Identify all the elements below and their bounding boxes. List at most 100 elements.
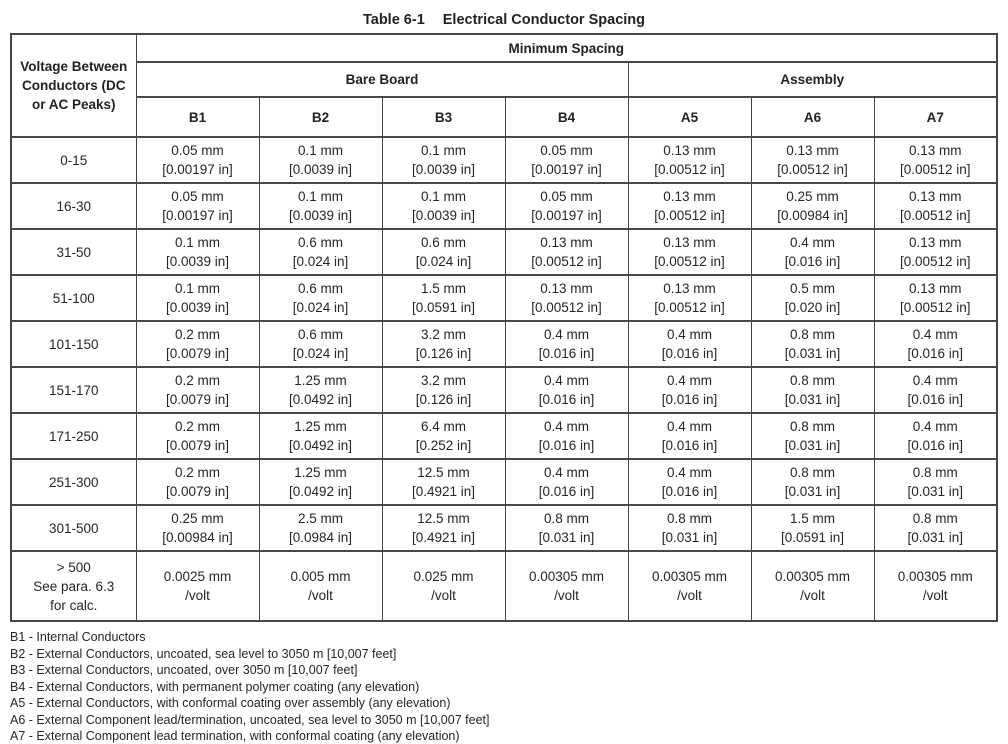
note-line: A7 - External Component lead termination…: [10, 729, 460, 743]
cell-line: 0.8 mm: [789, 327, 835, 342]
spacing-value-cell: 0.00305 mm/volt: [750, 550, 875, 622]
cell-line: 0.1 mm: [174, 235, 220, 250]
cell-line: [0.00984 in]: [162, 530, 233, 545]
cell-line: for calc.: [50, 597, 98, 613]
cell-line: 1.5 mm: [420, 281, 466, 296]
spacing-value-cell: 0.4 mm [0.016 in]: [627, 458, 752, 506]
spacing-value-cell: 0.1 mm [0.0039 in]: [258, 136, 383, 184]
table-number: Table 6-1: [362, 12, 425, 28]
voltage-range-cell: 16-30: [10, 182, 137, 230]
cell-line: 0.13 mm: [663, 235, 716, 250]
cell-line: 0.05 mm: [540, 143, 593, 158]
cell-line: 0.25 mm: [171, 511, 224, 526]
table-row: 151-170 0.2 mm [0.0079 in] 1.25 mm [0.0492 …: [10, 366, 998, 414]
spacing-value-cell: 0.4 mm [0.016 in]: [873, 320, 998, 368]
spacing-value-cell: 0.00305 mm/volt: [504, 550, 629, 622]
spacing-value-cell: 0.5 mm [0.020 in]: [750, 274, 875, 322]
voltage-range-cell: 31-50: [10, 228, 137, 276]
cell-line: 0.13 mm: [663, 189, 716, 204]
cell-line: 0.4 mm: [666, 373, 712, 388]
cell-line: 0.2 mm: [174, 465, 220, 480]
cell-line: 2.5 mm: [297, 511, 343, 526]
spacing-value-cell: 3.2 mm [0.126 in]: [381, 366, 506, 414]
voltage-range-cell: 251-300: [10, 458, 137, 506]
spacing-value-cell: 0.1 mm [0.0039 in]: [135, 228, 260, 276]
cell-line: 0.13 mm: [786, 143, 839, 158]
cell-line: [0.031 in]: [784, 346, 841, 361]
cell-line: [0.0492 in]: [288, 438, 353, 453]
cell-line: 0.4 mm: [666, 465, 712, 480]
note-line: B4 - External Conductors, with permanent…: [10, 679, 420, 694]
cell-line: 0.2 mm: [174, 373, 220, 388]
spacing-value-cell: 0.05 mm [0.00197 in]: [504, 136, 629, 184]
cell-line: 171-250: [48, 428, 99, 444]
voltage-range-cell: 171-250: [10, 412, 137, 460]
spacing-value-cell: 0.8 mm [0.031 in]: [504, 504, 629, 552]
spacing-value-cell: 0.8 mm [0.031 in]: [750, 412, 875, 460]
cell-line: [0.024 in]: [292, 254, 349, 269]
cell-line: 0.05 mm: [171, 189, 224, 204]
cell-line: [0.00197 in]: [531, 162, 602, 177]
cell-line: 0.8 mm: [789, 465, 835, 480]
spacing-value-cell: 1.5 mm [0.0591 in]: [381, 274, 506, 322]
cell-line: [0.00512 in]: [899, 208, 971, 223]
cell-line: [0.016 in]: [538, 484, 595, 499]
spacing-value-cell: 0.4 mm [0.016 in]: [627, 412, 752, 460]
cell-line: [0.00197 in]: [531, 208, 602, 223]
cell-line: 1.5 mm: [789, 511, 835, 526]
cell-line: 0.4 mm: [912, 419, 958, 434]
spacing-value-cell: 1.25 mm [0.0492 in]: [258, 412, 383, 460]
table-row: 0-15 0.05 mm [0.00197 in] 0.1 mm [0.0039 in…: [10, 136, 998, 184]
spacing-value-cell: 0.1 mm [0.0039 in]: [258, 182, 383, 230]
cell-line: [0.00512 in]: [654, 208, 725, 223]
cell-line: 151-170: [48, 382, 99, 398]
cell-line: 1.25 mm: [294, 465, 347, 480]
cell-line: 12.5 mm: [417, 511, 470, 526]
spacing-value-cell: 0.2 mm [0.0079 in]: [135, 412, 260, 460]
cell-line: [0.016 in]: [907, 346, 964, 361]
spacing-value-cell: 0.4 mm [0.016 in]: [504, 320, 629, 368]
cell-line: [0.024 in]: [415, 254, 472, 269]
cell-line: /volt: [922, 588, 948, 603]
cell-line: [0.0591 in]: [411, 300, 476, 315]
cell-line: [0.016 in]: [907, 392, 964, 407]
cell-line: 12.5 mm: [417, 465, 470, 480]
spacing-value-cell: 0.05 mm [0.00197 in]: [504, 182, 629, 230]
cell-line: 51-100: [52, 290, 95, 306]
cell-line: [0.0492 in]: [288, 392, 353, 407]
cell-line: 0.05 mm: [171, 143, 224, 158]
cell-line: 3.2 mm: [420, 327, 466, 342]
spacing-value-cell: 0.13 mm [0.00512 in]: [627, 182, 752, 230]
cell-line: [0.016 in]: [538, 438, 595, 453]
note-line: A6 - External Component lead/termination…: [10, 712, 490, 727]
cell-line: [0.0079 in]: [165, 392, 230, 407]
spacing-value-cell: 0.8 mm [0.031 in]: [750, 458, 875, 506]
table-row: > 500 See para. 6.3 for calc. 0.0025 mm/vo…: [10, 550, 998, 622]
cell-line: [0.0079 in]: [165, 484, 230, 499]
spacing-value-cell: 0.1 mm [0.0039 in]: [381, 182, 506, 230]
spacing-value-cell: 0.005 mm/volt: [258, 550, 383, 622]
spacing-value-cell: 0.00305 mm/volt: [873, 550, 998, 622]
cell-line: 0.13 mm: [908, 235, 962, 250]
spacing-value-cell: 0.13 mm [0.00512 in]: [504, 274, 629, 322]
cell-line: 0.4 mm: [543, 465, 589, 480]
spacing-value-cell: 0.25 mm [0.00984 in]: [135, 504, 260, 552]
cell-line: [0.0039 in]: [165, 254, 230, 269]
spacing-value-cell: 0.1 mm [0.0039 in]: [381, 136, 506, 184]
cell-line: 0.2 mm: [174, 327, 220, 342]
bare-board-header: Bare Board: [135, 61, 629, 98]
cell-line: 0-15: [60, 152, 88, 168]
spacing-value-cell: 0.8 mm [0.031 in]: [873, 458, 998, 506]
table-title-text: Electrical Conductor Spacing: [442, 12, 646, 28]
column-header-b2: B2: [258, 96, 383, 138]
cell-line: [0.031 in]: [784, 484, 841, 499]
spacing-value-cell: 0.13 mm [0.00512 in]: [873, 228, 998, 276]
cell-line: 0.13 mm: [663, 281, 716, 296]
spacing-value-cell: 1.25 mm [0.0492 in]: [258, 366, 383, 414]
column-header-a7: A7: [873, 96, 998, 138]
spacing-value-cell: 0.6 mm [0.024 in]: [381, 228, 506, 276]
column-header-a6: A6: [750, 96, 875, 138]
spacing-value-cell: 0.13 mm [0.00512 in]: [873, 182, 998, 230]
cell-line: 0.00305 mm: [528, 569, 605, 584]
spacing-value-cell: 0.4 mm [0.016 in]: [627, 320, 752, 368]
